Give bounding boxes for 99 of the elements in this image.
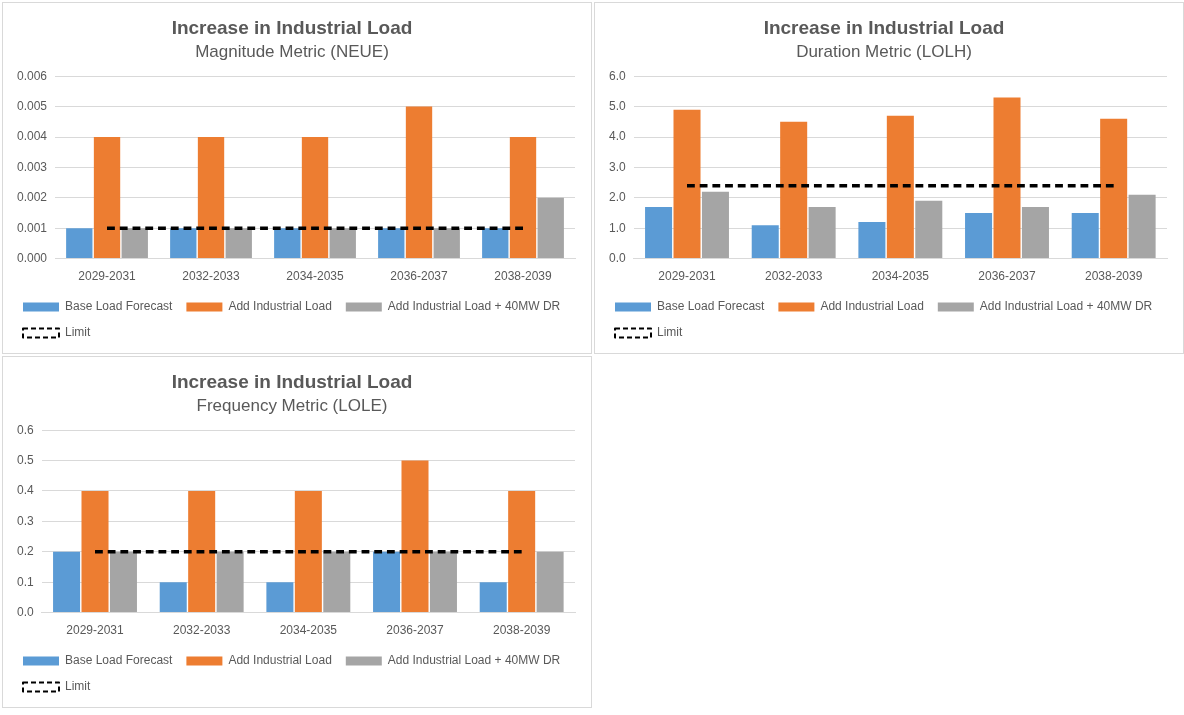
- y-tick-label: 0.3: [16, 513, 34, 528]
- legend-label: Add Industrial Load: [228, 653, 332, 668]
- bar: [433, 228, 460, 259]
- bar: [429, 551, 457, 613]
- bar: [294, 491, 322, 613]
- bar: [479, 582, 507, 613]
- legend-label: Base Load Forecast: [65, 653, 174, 668]
- bar: [159, 582, 187, 613]
- x-tick-label: 2038-2039: [1084, 269, 1143, 284]
- x-tick-label: 2029-2031: [78, 269, 137, 284]
- x-tick-label: 2034-2035: [286, 269, 345, 284]
- chart-subtitle: Frequency Metric (LOLE): [196, 395, 388, 415]
- bar: [188, 491, 216, 613]
- y-tick-label: 0.6: [16, 422, 34, 437]
- bar: [915, 200, 943, 259]
- y-tick-label: 0.001: [17, 220, 48, 235]
- bar: [482, 228, 509, 259]
- bar: [329, 228, 356, 259]
- bar: [401, 460, 429, 613]
- bar: [965, 213, 993, 259]
- bar: [1021, 206, 1049, 259]
- x-tick-label: 2034-2035: [279, 623, 338, 638]
- bar: [537, 197, 564, 259]
- bar: [645, 206, 673, 259]
- y-tick-label: 0.0: [608, 250, 626, 265]
- bar: [405, 106, 433, 259]
- bar: [274, 228, 301, 259]
- bar: [81, 491, 109, 613]
- y-tick-label: 0.2: [16, 544, 34, 559]
- bar: [509, 137, 537, 259]
- bar: [197, 137, 225, 259]
- legend-label: Add Industrial Load + 40MW DR: [387, 299, 561, 314]
- y-tick-label: 0.1: [16, 574, 34, 589]
- legend-label: Add Industrial Load + 40MW DR: [387, 653, 561, 668]
- x-tick-label: 2036-2037: [386, 623, 445, 638]
- chart-title: Increase in Industrial Load: [171, 370, 413, 392]
- x-tick-label: 2038-2039: [492, 623, 551, 638]
- legend-label: Add Industrial Load: [820, 299, 924, 314]
- y-tick-label: 0.005: [17, 98, 48, 113]
- chart-subtitle: Magnitude Metric (NEUE): [195, 41, 389, 61]
- y-tick-label: 2.0: [608, 190, 626, 205]
- bar: [266, 582, 294, 613]
- legend-label: Limit: [65, 325, 91, 340]
- legend-label: Base Load Forecast: [65, 299, 174, 314]
- x-tick-label: 2036-2037: [978, 269, 1037, 284]
- y-tick-label: 4.0: [608, 129, 626, 144]
- legend-label: Add Industrial Load + 40MW DR: [979, 299, 1153, 314]
- y-tick-label: 0.0: [16, 604, 34, 619]
- bar: [216, 551, 244, 613]
- bar: [1100, 118, 1128, 259]
- bar: [751, 225, 779, 259]
- chart-subtitle: Duration Metric (LOLH): [796, 41, 972, 61]
- y-tick-label: 0.004: [17, 129, 48, 144]
- x-tick-label: 2032-2033: [172, 623, 231, 638]
- y-tick-label: 0.006: [17, 68, 48, 83]
- bar: [780, 121, 808, 259]
- bar: [66, 228, 93, 259]
- legend-label: Limit: [657, 325, 683, 340]
- bar: [536, 551, 564, 613]
- bar: [858, 222, 886, 259]
- x-tick-label: 2032-2033: [764, 269, 823, 284]
- x-tick-label: 2036-2037: [390, 269, 449, 284]
- y-tick-label: 0.002: [17, 190, 48, 205]
- bar: [993, 97, 1021, 259]
- bar: [323, 551, 351, 613]
- bar: [121, 228, 148, 259]
- y-tick-label: 0.000: [17, 250, 48, 265]
- y-tick-label: 3.0: [608, 159, 626, 174]
- x-tick-label: 2034-2035: [871, 269, 930, 284]
- legend-label: Limit: [65, 679, 91, 694]
- bar: [170, 228, 197, 259]
- bar: [808, 206, 836, 259]
- bar: [508, 491, 536, 613]
- bar: [701, 191, 729, 259]
- y-tick-label: 1.0: [608, 220, 626, 235]
- y-tick-label: 0.5: [16, 452, 34, 467]
- bar: [373, 551, 401, 613]
- x-tick-label: 2029-2031: [658, 269, 717, 284]
- chart-title: Increase in Industrial Load: [763, 16, 1005, 38]
- y-tick-label: 0.003: [17, 159, 48, 174]
- y-tick-label: 5.0: [608, 98, 626, 113]
- y-tick-label: 0.4: [16, 483, 34, 498]
- bar: [1128, 194, 1156, 259]
- bar: [53, 551, 81, 613]
- y-tick-label: 6.0: [608, 68, 626, 83]
- x-tick-label: 2038-2039: [494, 269, 553, 284]
- bar: [886, 115, 914, 259]
- x-tick-label: 2029-2031: [66, 623, 125, 638]
- bar: [1071, 213, 1099, 259]
- bar: [378, 228, 405, 259]
- legend-label: Add Industrial Load: [228, 299, 332, 314]
- bar: [225, 228, 252, 259]
- x-tick-label: 2032-2033: [182, 269, 241, 284]
- chart-title: Increase in Industrial Load: [171, 16, 413, 38]
- bar: [93, 137, 121, 259]
- legend-label: Base Load Forecast: [657, 299, 766, 314]
- bar: [673, 109, 701, 259]
- bar: [109, 551, 137, 613]
- bar: [301, 137, 329, 259]
